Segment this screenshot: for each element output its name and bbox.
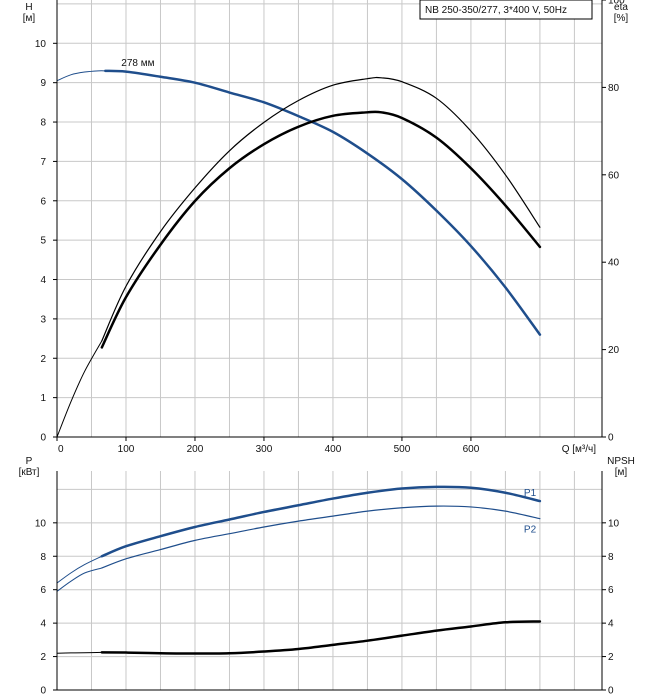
series-label-p1: P1 <box>524 488 537 499</box>
legend-box: NB 250-350/277, 3*400 V, 50Hz <box>419 0 593 20</box>
series-p2 <box>101 505 541 569</box>
y-right-tick-label: 8 <box>608 552 614 563</box>
x-tick-label: 400 <box>325 444 342 455</box>
y-right-tick-label: 40 <box>608 258 620 269</box>
y-tick-label: 0 <box>40 686 46 697</box>
y-tick-label: 2 <box>40 652 46 663</box>
series-p2-thin <box>56 567 103 592</box>
series-efficiency-upper <box>101 76 541 342</box>
y-tick-label: 4 <box>40 619 46 630</box>
series-head <box>104 69 542 336</box>
curve-annotation: 278 мм <box>121 58 154 69</box>
y-tick-label: 8 <box>40 118 46 129</box>
curve-layer <box>56 69 542 655</box>
y-right-tick-label: 60 <box>608 170 620 181</box>
y-tick-label: 2 <box>40 354 46 365</box>
y-tick-label: 0 <box>40 433 46 444</box>
y-axis-title: P [кВт] <box>19 456 40 478</box>
y-right-tick-label: 0 <box>608 433 614 444</box>
x-tick-label: 300 <box>256 444 273 455</box>
y-axis-title: H [м] <box>23 2 36 24</box>
y-tick-label: 8 <box>40 552 46 563</box>
series-npsh-thin <box>56 651 103 654</box>
y-right-axis-title: NPSH [м] <box>607 456 635 478</box>
series-efficiency-thin-start <box>56 340 103 438</box>
x-tick-label: 0 <box>58 444 64 455</box>
y-tick-label: 7 <box>40 157 46 168</box>
series-head-thin <box>56 70 106 82</box>
series-p1-thin <box>56 555 103 584</box>
y-right-tick-label: 6 <box>608 585 614 596</box>
series-label-p2: P2 <box>524 525 537 536</box>
y-right-tick-label: 10 <box>608 518 620 529</box>
y-tick-label: 10 <box>35 518 47 529</box>
x-axis-title: Q [м³/ч] <box>562 444 597 455</box>
series-p1 <box>100 485 542 558</box>
x-tick-label: 500 <box>394 444 411 455</box>
y-tick-label: 1 <box>40 393 46 404</box>
y-tick-label: 9 <box>40 78 46 89</box>
y-right-tick-label: 4 <box>608 619 614 630</box>
series-efficiency-lower <box>100 110 542 349</box>
y-right-tick-label: 20 <box>608 345 620 356</box>
y-right-tick-label: 0 <box>608 686 614 697</box>
y-tick-label: 6 <box>40 196 46 207</box>
y-right-tick-label: 100 <box>608 0 625 7</box>
series-npsh <box>100 620 542 655</box>
x-tick-label: 200 <box>187 444 204 455</box>
x-tick-label: 600 <box>463 444 480 455</box>
axis-layer <box>53 0 606 691</box>
x-tick-label: 100 <box>118 444 135 455</box>
y-right-tick-label: 2 <box>608 652 614 663</box>
y-right-axis-title: eta [%] <box>614 2 629 24</box>
y-tick-label: 3 <box>40 314 46 325</box>
y-right-tick-label: 80 <box>608 83 620 94</box>
legend-text: NB 250-350/277, 3*400 V, 50Hz <box>425 5 567 16</box>
y-tick-label: 4 <box>40 275 46 286</box>
y-tick-label: 10 <box>35 39 47 50</box>
y-tick-label: 6 <box>40 585 46 596</box>
y-tick-label: 5 <box>40 236 46 247</box>
grid-layer <box>57 0 602 690</box>
